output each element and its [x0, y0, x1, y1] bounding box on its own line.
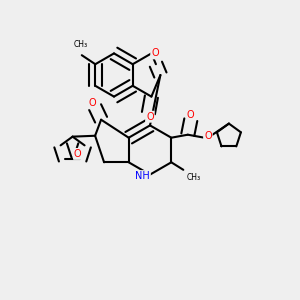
Text: O: O [74, 149, 82, 159]
Text: O: O [204, 131, 212, 141]
Text: CH₃: CH₃ [187, 173, 201, 182]
Text: CH₃: CH₃ [73, 40, 87, 49]
Text: O: O [187, 110, 195, 120]
Text: O: O [88, 98, 96, 108]
Text: O: O [146, 112, 154, 122]
Text: NH: NH [135, 171, 150, 181]
Text: O: O [151, 48, 159, 59]
